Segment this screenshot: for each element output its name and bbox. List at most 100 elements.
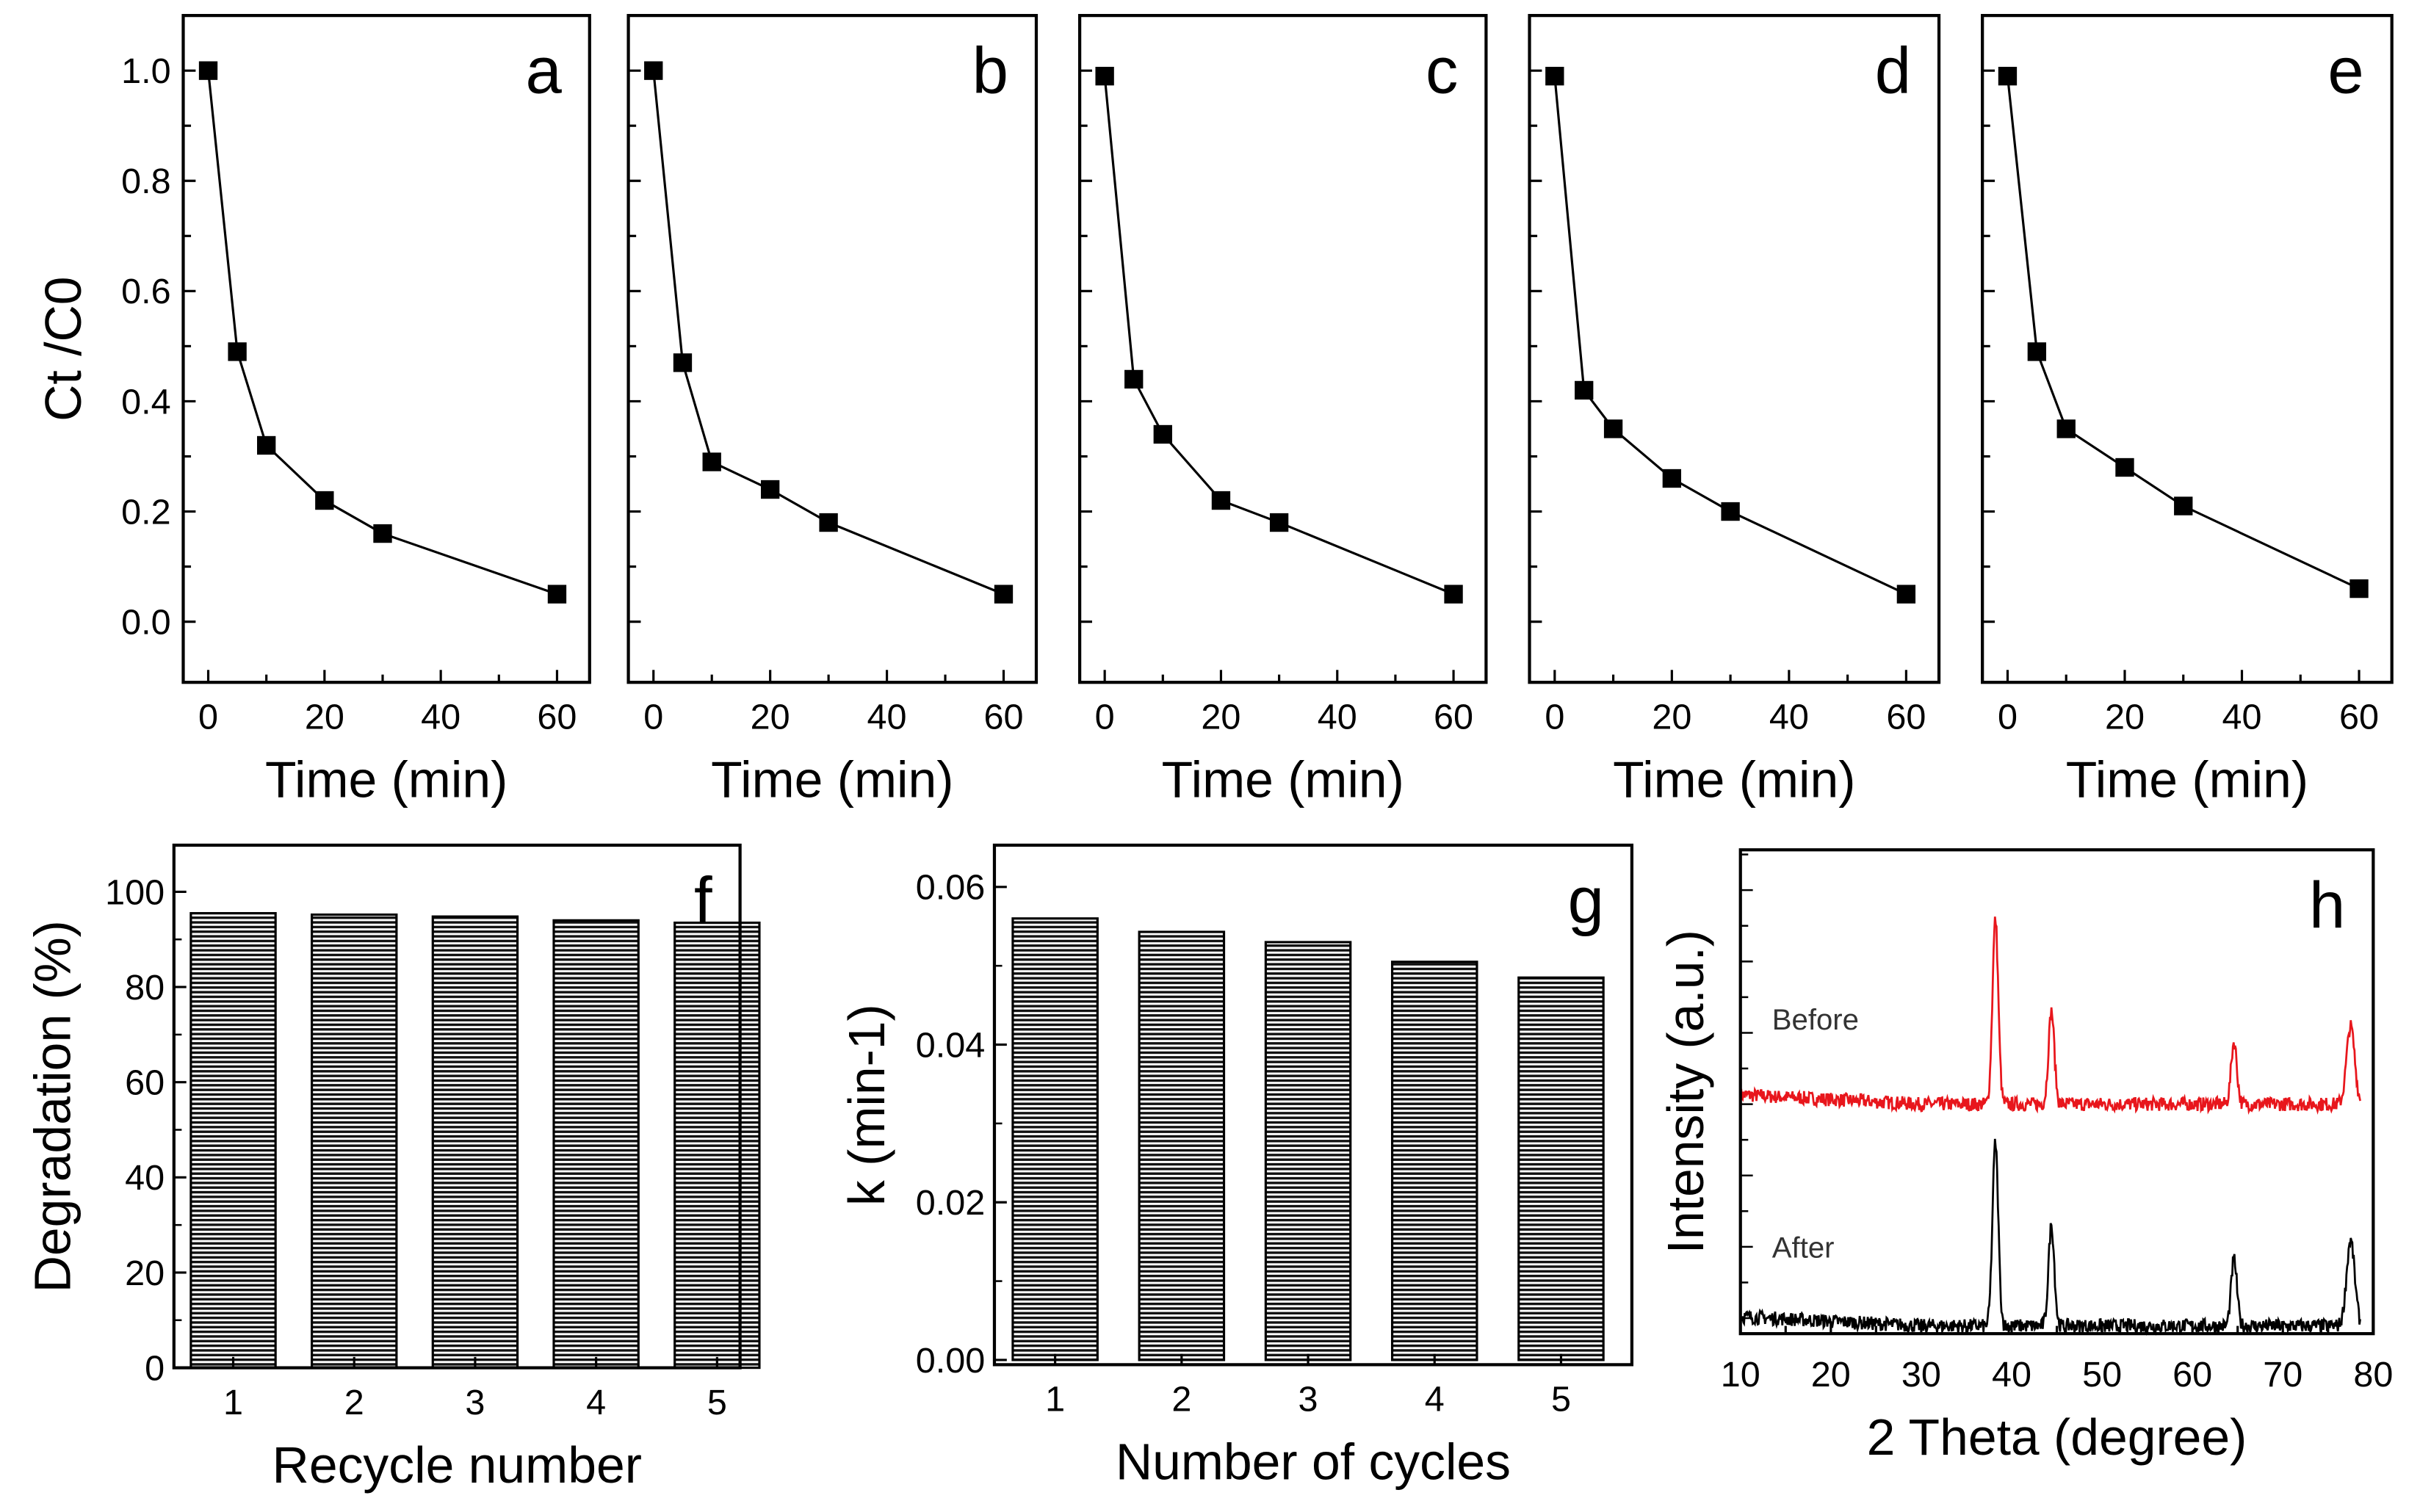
x-tick-label: 60 <box>1886 698 1926 737</box>
panel-label: b <box>972 35 1008 107</box>
x-tick-label: 30 <box>1901 1355 1941 1395</box>
y-tick-label: 0.00 <box>916 1341 986 1381</box>
data-point <box>1662 469 1682 488</box>
data-point <box>257 435 276 455</box>
x-tick-label: 5 <box>707 1383 727 1422</box>
panel-a: 0 20 40 60 0.0 0.2 0.4 0.6 0.8 1.0 a Time (min) Ct /… <box>35 14 591 808</box>
data-point <box>1095 66 1114 86</box>
x-tick-label: 40 <box>1318 698 1357 737</box>
series-line <box>2006 76 2360 590</box>
data-point <box>2027 342 2047 361</box>
bar-f-4 <box>552 919 640 1370</box>
x-tick-label: 60 <box>2172 1355 2212 1395</box>
panel-e: 0 20 40 60 e Time (min) <box>1981 14 2394 808</box>
data-point <box>702 452 721 471</box>
x-tick-label: 20 <box>2105 698 2145 737</box>
xrd-series-after <box>1739 1138 2361 1336</box>
x-tick-label: 1 <box>223 1383 243 1422</box>
x-axis-label: Time (min) <box>711 750 953 808</box>
x-tick-label: 20 <box>1652 698 1691 737</box>
x-tick-label: 80 <box>2353 1355 2393 1395</box>
panel-g: 1 2 3 4 5 0.00 0.02 0.04 0.06 g Number of cycles k … <box>838 843 1634 1491</box>
data-point <box>547 585 567 604</box>
data-point <box>198 61 218 80</box>
plot-frame <box>1528 14 1941 684</box>
bar-f-1 <box>189 912 277 1370</box>
data-point <box>760 480 780 499</box>
bar-f-5 <box>673 921 761 1370</box>
y-axis-label: Intensity (a.u.) <box>1657 930 1714 1254</box>
x-tick-label: 3 <box>1299 1380 1318 1419</box>
x-tick-label: 20 <box>1811 1355 1851 1395</box>
data-point <box>2174 496 2193 516</box>
data-point <box>644 61 663 80</box>
x-tick-label: 4 <box>586 1383 606 1422</box>
y-tick-label: 0.06 <box>916 868 986 908</box>
panel-c: 0 20 40 60 c Time (min) <box>1077 14 1488 808</box>
y-tick-label: 40 <box>125 1158 165 1198</box>
x-tick-label: 40 <box>867 698 907 737</box>
x-tick-label: 70 <box>2263 1355 2302 1395</box>
x-tick-label: 0 <box>198 698 218 737</box>
y-tick-label: 1.0 <box>121 51 171 91</box>
data-point <box>673 353 693 372</box>
y-tick-label: 20 <box>125 1254 165 1293</box>
y-tick-label: 0.02 <box>916 1183 986 1223</box>
x-axis-label: Time (min) <box>265 750 508 808</box>
bar-g-2 <box>1138 930 1226 1361</box>
y-tick-label: 0 <box>145 1348 165 1388</box>
data-point <box>315 491 334 510</box>
series-line <box>652 70 1005 596</box>
data-point <box>1269 513 1289 532</box>
x-tick-label: 40 <box>1769 698 1809 737</box>
x-tick-label: 20 <box>1201 698 1240 737</box>
x-tick-label: 0 <box>1545 698 1564 737</box>
x-tick-label: 3 <box>465 1383 485 1422</box>
y-axis-label: Degradation (%) <box>24 920 81 1292</box>
data-point <box>1721 502 1740 521</box>
x-axis-label: Time (min) <box>1613 750 1855 808</box>
x-tick-label: 2 <box>1171 1380 1191 1419</box>
y-tick-label: 0.6 <box>121 272 171 311</box>
y-tick-label: 0.2 <box>121 492 171 532</box>
x-tick-label: 20 <box>305 698 344 737</box>
data-point <box>1211 491 1231 510</box>
data-point <box>373 524 392 543</box>
y-tick-label: 0.8 <box>121 162 171 201</box>
plot-frame <box>626 14 1039 684</box>
bar-g-4 <box>1390 961 1478 1361</box>
x-axis-label: 2 Theta (degree) <box>1867 1408 2247 1466</box>
panel-label: g <box>1568 864 1604 937</box>
x-tick-label: 10 <box>1721 1355 1760 1395</box>
data-point <box>2349 579 2369 598</box>
x-tick-label: 40 <box>421 698 460 737</box>
series-line <box>1553 76 1907 596</box>
panel-label: h <box>2309 869 2345 941</box>
panel-label: e <box>2327 35 2363 107</box>
x-axis-label: Recycle number <box>272 1436 642 1494</box>
y-tick-label: 80 <box>125 968 165 1008</box>
data-point <box>1444 585 1463 604</box>
x-tick-label: 5 <box>1551 1380 1571 1419</box>
x-tick-label: 1 <box>1045 1380 1065 1419</box>
data-point <box>1896 585 1916 604</box>
x-tick-label: 60 <box>537 698 577 737</box>
y-axis-label: Ct /C0 <box>35 276 92 421</box>
series-line <box>206 70 557 596</box>
data-point <box>1153 424 1172 444</box>
x-tick-label: 0 <box>1095 698 1115 737</box>
plot-frame <box>1738 848 2375 1336</box>
x-tick-label: 60 <box>1434 698 1473 737</box>
plot-frame <box>172 843 742 1370</box>
y-tick-label: 0.04 <box>916 1025 986 1065</box>
series-label-before: Before <box>1772 1003 1859 1036</box>
panel-label: c <box>1426 35 1458 107</box>
plot-frame <box>181 14 591 684</box>
y-tick-label: 0.0 <box>121 603 171 643</box>
series-line <box>1103 76 1454 596</box>
x-axis-label: Time (min) <box>1162 750 1404 808</box>
panel-b: 0 20 40 60 b Time (min) <box>626 14 1039 808</box>
x-tick-label: 20 <box>751 698 790 737</box>
x-tick-label: 0 <box>1998 698 2018 737</box>
y-tick-label: 100 <box>105 872 165 912</box>
